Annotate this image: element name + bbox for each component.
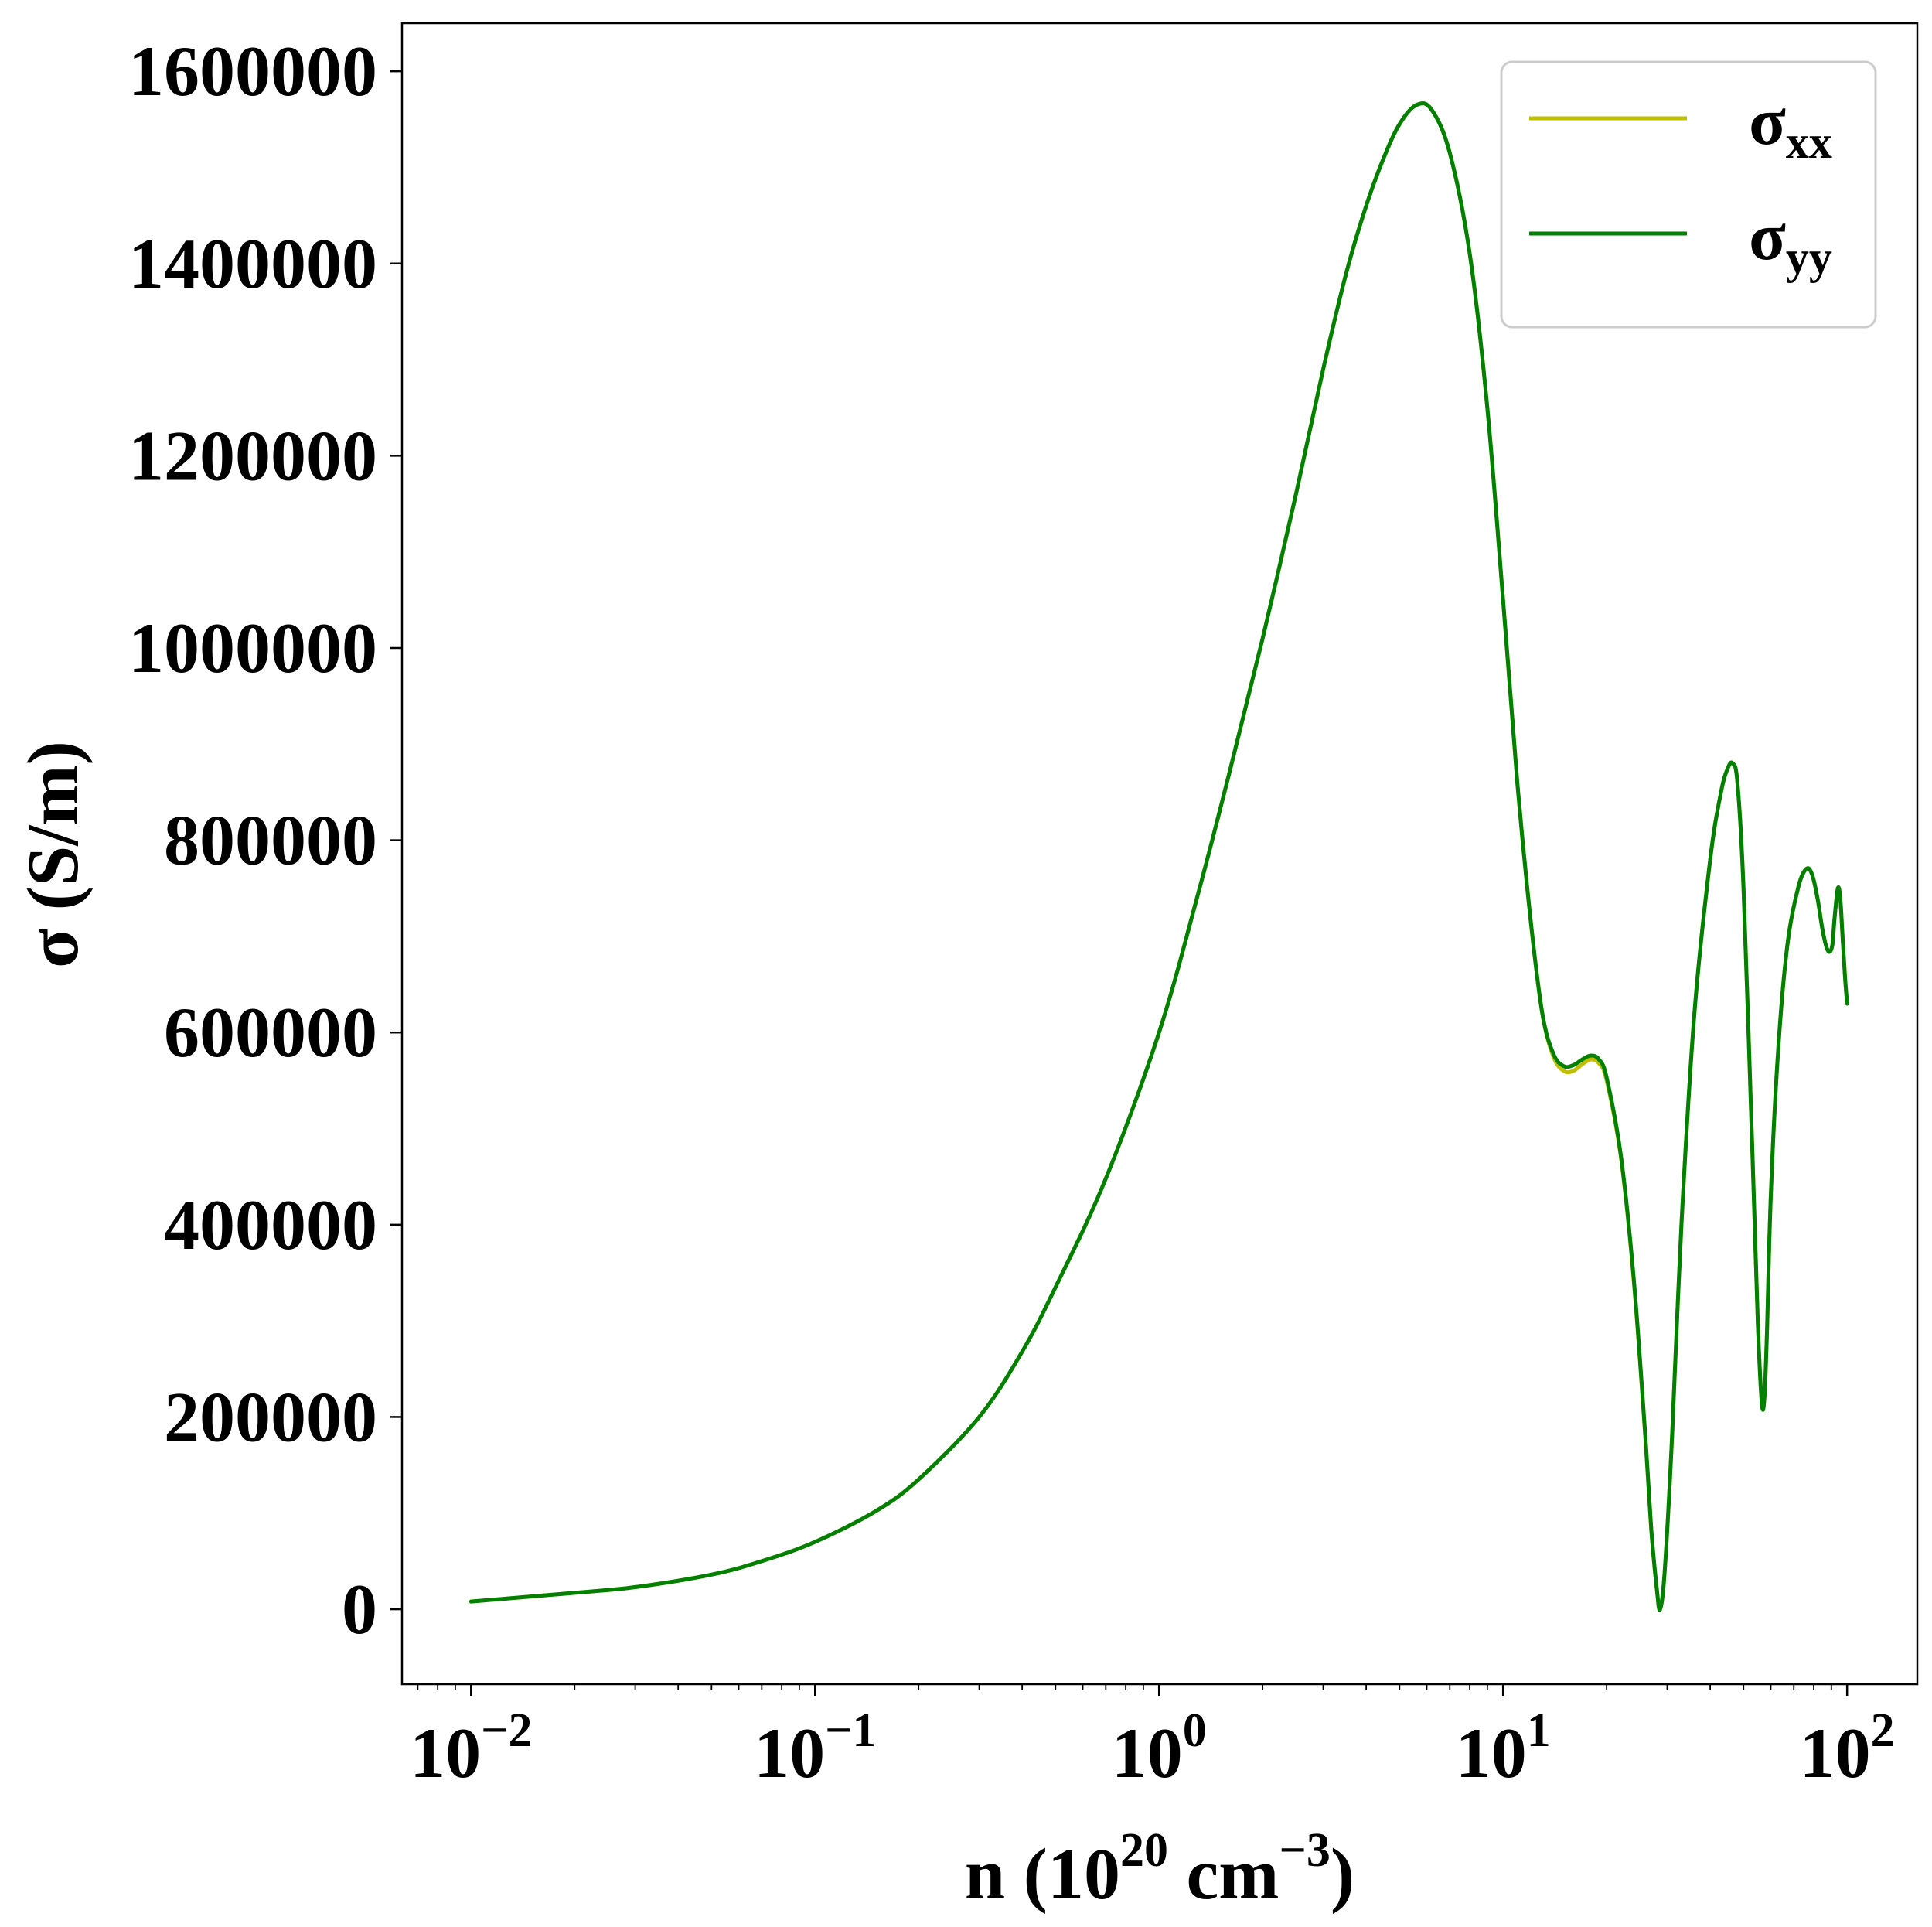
x-tick-label: 101 xyxy=(1456,1704,1551,1792)
x-axis-label-middle: cm xyxy=(1168,1834,1279,1915)
x-axis-label-base: n (10 xyxy=(965,1834,1120,1915)
y-tick-label: 0 xyxy=(342,1570,377,1649)
x-tick-label-base: 10 xyxy=(410,1714,481,1792)
y-tick-label: 1400000 xyxy=(128,224,377,303)
legend-label-sigma-xx: σxx xyxy=(1749,84,1832,168)
x-axis-label-exponent-1: 20 xyxy=(1120,1824,1168,1877)
x-axis-label: n (1020 cm−3) xyxy=(965,1824,1354,1915)
series-line-sigma-yy xyxy=(469,101,1849,1612)
x-tick-label-exponent: −1 xyxy=(825,1704,876,1757)
x-tick-label: 10−1 xyxy=(754,1704,876,1792)
y-tick-label: 400000 xyxy=(164,1185,377,1264)
legend-label-sigma-yy-base: σ xyxy=(1749,200,1786,275)
x-tick-label-base: 10 xyxy=(1456,1714,1527,1792)
legend-label-sigma-xx-base: σ xyxy=(1749,84,1786,159)
x-tick-label: 10−2 xyxy=(410,1704,532,1792)
y-tick-label: 800000 xyxy=(164,801,377,880)
x-tick-label-base: 10 xyxy=(754,1714,825,1792)
legend: σxx σyy xyxy=(1500,60,1877,329)
y-tick-label: 1000000 xyxy=(128,609,377,687)
legend-label-sigma-xx-subscript: xx xyxy=(1786,117,1832,168)
x-tick-label-exponent: 1 xyxy=(1527,1704,1551,1757)
y-axis-label: σ (S/m) xyxy=(13,741,94,968)
x-tick-label-exponent: −2 xyxy=(481,1704,532,1757)
legend-box xyxy=(1500,60,1877,329)
legend-label-sigma-yy-subscript: yy xyxy=(1786,232,1832,283)
x-tick-label-exponent: 2 xyxy=(1871,1704,1895,1757)
x-axis-label-exponent-2: −3 xyxy=(1279,1824,1330,1877)
legend-label-sigma-yy: σyy xyxy=(1749,200,1832,283)
series-layer xyxy=(469,101,1849,1612)
x-tick-label-exponent: 0 xyxy=(1183,1704,1207,1757)
x-tick-label: 102 xyxy=(1800,1704,1895,1792)
y-tick-label: 1600000 xyxy=(128,32,377,111)
y-tick-label: 200000 xyxy=(164,1377,377,1456)
x-tick-label: 100 xyxy=(1112,1704,1207,1792)
x-tick-label-base: 10 xyxy=(1800,1714,1871,1792)
x-axis: 10−2 10−1 100 101 102 xyxy=(410,1684,1895,1792)
x-axis-label-end: ) xyxy=(1331,1834,1354,1915)
y-tick-label: 1200000 xyxy=(128,416,377,495)
x-tick-label-base: 10 xyxy=(1112,1714,1183,1792)
y-axis: 0 200000 400000 600000 800000 1000000 1200000 1… xyxy=(128,32,402,1649)
y-tick-label: 600000 xyxy=(164,993,377,1072)
